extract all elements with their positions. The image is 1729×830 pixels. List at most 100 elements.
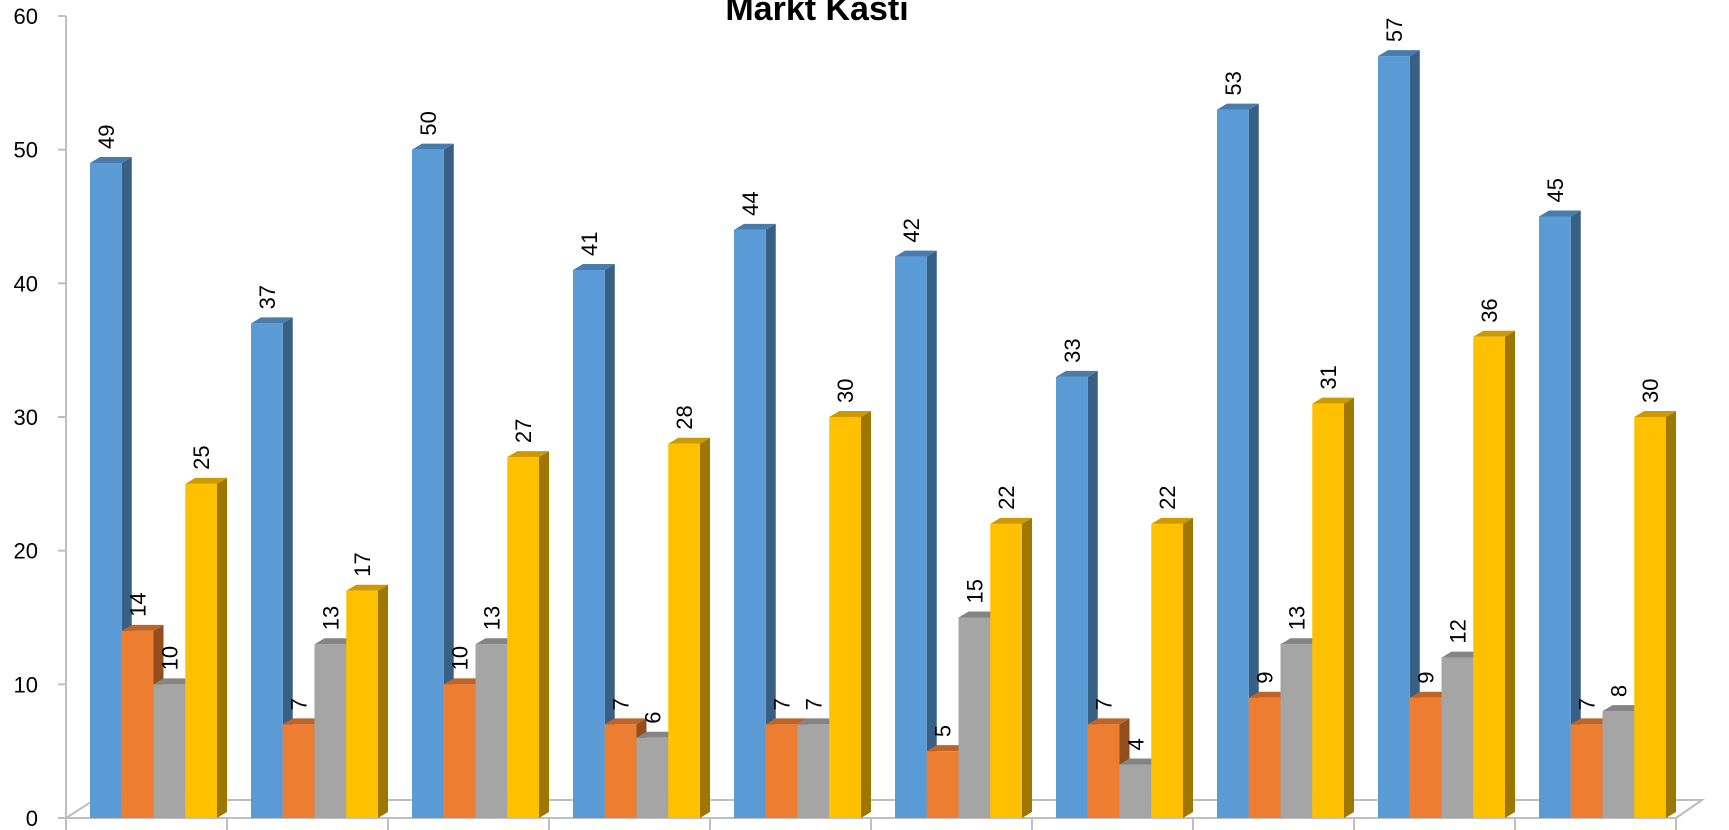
bar-top — [604, 718, 647, 725]
bar-top — [1378, 50, 1420, 57]
bar-top — [668, 437, 710, 444]
bar-front — [185, 483, 217, 818]
bar-top — [412, 143, 454, 150]
data-label: 7 — [1092, 698, 1117, 710]
bar-side — [1248, 103, 1259, 819]
bar-front — [346, 590, 378, 818]
data-label: 31 — [1316, 365, 1341, 389]
bar-top — [507, 451, 549, 458]
data-label: 50 — [416, 111, 441, 135]
bar-side — [443, 143, 454, 818]
bar-front — [1441, 657, 1474, 818]
bar-top — [475, 638, 518, 645]
bar-front — [797, 724, 830, 818]
bar-top — [573, 263, 615, 270]
bar-top — [990, 517, 1032, 524]
bar — [121, 624, 164, 818]
bar-top — [282, 718, 325, 725]
bar-front — [765, 724, 798, 818]
bar-front — [1280, 644, 1313, 818]
bar-top — [121, 624, 164, 631]
bar-front — [443, 684, 476, 818]
bar-side — [1022, 517, 1032, 818]
bar-front — [1473, 336, 1505, 818]
bar-front — [1570, 724, 1603, 818]
bar-front — [507, 457, 539, 818]
bar — [507, 451, 549, 818]
bar-front — [668, 443, 700, 818]
bar-top — [1280, 638, 1323, 645]
data-label: 33 — [1060, 338, 1085, 362]
data-label: 9 — [1414, 671, 1439, 683]
bar-front — [1539, 216, 1571, 818]
data-label: 7 — [287, 698, 312, 710]
bar-top — [1409, 691, 1452, 698]
bar — [990, 517, 1032, 818]
bar-front — [1602, 711, 1635, 818]
bar-front — [604, 724, 637, 818]
bar-side — [1570, 210, 1581, 818]
bar-top — [251, 317, 293, 324]
bar-side — [604, 263, 615, 818]
bar-top — [153, 678, 196, 685]
bar — [734, 223, 776, 818]
data-label: 13 — [318, 606, 343, 630]
floor-edge — [1675, 799, 1703, 819]
data-label: 25 — [189, 445, 214, 469]
bar-front — [895, 256, 927, 819]
bar — [1280, 638, 1323, 818]
data-label: 30 — [833, 379, 858, 403]
bar-top — [1087, 718, 1130, 725]
bar-front — [1634, 417, 1666, 818]
bar-side — [282, 317, 293, 818]
bar-top — [1602, 705, 1645, 712]
data-label: 10 — [448, 646, 473, 670]
bar-top — [90, 157, 132, 164]
data-label: 15 — [962, 579, 987, 603]
data-label: 22 — [1155, 485, 1180, 509]
bar-top — [734, 223, 776, 230]
bar-top — [1056, 370, 1098, 377]
bar-top — [958, 611, 1001, 618]
bar-top — [314, 638, 357, 645]
bar-front — [1087, 724, 1120, 818]
y-tick-label: 40 — [14, 271, 38, 296]
bar-top — [829, 411, 871, 417]
bar — [1217, 103, 1259, 819]
bar-front — [1151, 523, 1183, 818]
bar — [573, 263, 615, 818]
bar-top — [1539, 210, 1581, 217]
data-label: 49 — [94, 125, 119, 149]
bar-top — [1441, 651, 1484, 658]
data-label: 7 — [770, 698, 795, 710]
chart-title: Markt Kasti — [725, 0, 908, 28]
bar-side — [1344, 397, 1354, 818]
bar-front — [1056, 376, 1088, 818]
data-label: 13 — [479, 606, 504, 630]
bar-front — [153, 684, 186, 818]
data-label: 17 — [350, 552, 375, 576]
data-label: 6 — [640, 712, 665, 724]
bar-side — [1409, 50, 1420, 819]
data-label: 42 — [899, 218, 924, 242]
data-label: 36 — [1477, 298, 1502, 322]
bar — [1312, 397, 1354, 818]
bar-side — [539, 451, 549, 818]
bar — [1151, 517, 1193, 818]
bar-top — [1634, 411, 1676, 417]
bar-top — [346, 584, 388, 591]
bar — [829, 411, 871, 818]
y-tick-label: 30 — [14, 405, 38, 430]
y-tick-label: 0 — [26, 806, 38, 830]
bar-front — [121, 630, 154, 818]
data-label: 8 — [1606, 685, 1631, 697]
bar-side — [765, 223, 776, 818]
data-label: 22 — [994, 485, 1019, 509]
bar — [1473, 330, 1515, 818]
bar-top — [765, 718, 808, 725]
bar — [90, 157, 132, 819]
data-label: 28 — [672, 405, 697, 429]
bar-front — [90, 163, 122, 819]
bar — [185, 477, 227, 818]
